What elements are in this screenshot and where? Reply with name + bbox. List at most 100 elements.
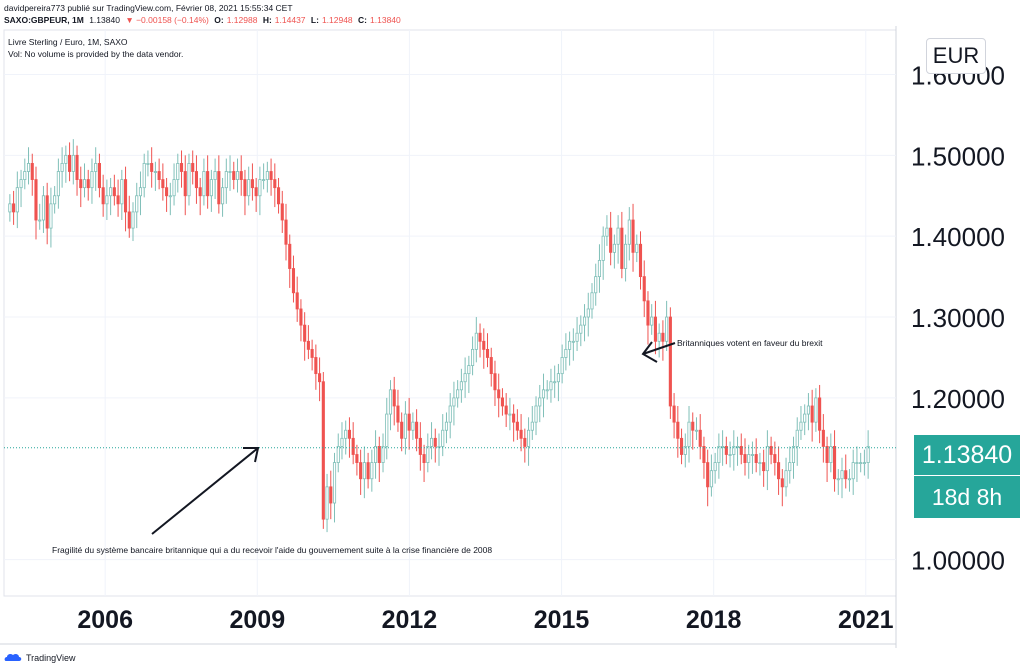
candle-body [101, 187, 105, 205]
candle-body [64, 154, 68, 164]
candle-body [150, 163, 154, 172]
candle-body [306, 340, 310, 350]
chart-header: davidpereira773 publié sur TradingView.c… [4, 2, 404, 26]
candle-body [739, 446, 743, 455]
candle-body [429, 437, 434, 447]
candle-body [497, 389, 501, 399]
candle-body [493, 373, 497, 391]
candle-body [810, 405, 814, 423]
candle-body [362, 462, 366, 480]
candle-body [403, 413, 407, 439]
candle-body [422, 454, 426, 463]
candle-body [840, 470, 844, 480]
candle-body [86, 179, 90, 189]
candle-body [702, 446, 706, 463]
candle-body [777, 462, 781, 480]
candle-body [23, 171, 27, 180]
candle-body [672, 405, 676, 423]
candle-body [791, 446, 796, 463]
candle-body [258, 179, 262, 197]
candle-body [847, 478, 852, 481]
candle-body [780, 478, 784, 488]
candle-body [426, 446, 430, 463]
candle-body [221, 187, 225, 205]
candle-body [806, 405, 810, 415]
candle-body [295, 292, 299, 310]
footer-brand: TradingView [26, 653, 76, 663]
candle-body [19, 179, 23, 189]
candle-body [213, 171, 217, 180]
candle-body [515, 421, 519, 431]
candle-body [571, 340, 575, 343]
y-tick-label: 1.50000 [911, 141, 1005, 171]
currency-button[interactable]: EUR [926, 38, 986, 74]
candle-body [549, 381, 553, 391]
ohlc-line: SAXO:GBPEUR, 1M 1.13840 ▼ −0.00158 (−0.1… [4, 14, 404, 26]
candle-body [179, 163, 184, 172]
candle-body [172, 179, 176, 197]
candle-body [862, 462, 866, 464]
candle-body [347, 429, 351, 439]
candle-body [209, 179, 213, 197]
candle-body [735, 446, 740, 448]
candle-body [657, 332, 661, 342]
candle-body [728, 454, 732, 456]
annotation-arrow-crisis [151, 447, 259, 535]
candle-body [773, 454, 777, 463]
candle-body [471, 348, 475, 366]
candle-body [321, 381, 325, 520]
candle-body [138, 187, 143, 197]
candle-body [676, 421, 680, 439]
candle-body [482, 340, 486, 350]
legend-title: Livre Sterling / Euro, 1M, SAXO [8, 37, 128, 47]
annotation-arrow-brexit [642, 342, 676, 355]
candle-body [418, 437, 422, 455]
candle-body [291, 268, 296, 294]
candle-body [750, 454, 755, 456]
candle-body [191, 163, 195, 172]
candle-body [713, 462, 717, 472]
candle-body [467, 365, 471, 375]
candle-body [262, 179, 266, 181]
annotation-arrowhead-brexit [641, 341, 658, 363]
candle-body [855, 462, 859, 464]
candle-body [228, 171, 232, 173]
candle-body [38, 219, 42, 222]
candle-body [512, 413, 516, 423]
candle-body [612, 243, 616, 253]
candle-body [743, 454, 747, 463]
low-label: L: [310, 15, 319, 25]
candle-body [400, 421, 404, 439]
candle-body [135, 195, 139, 213]
candle-body [832, 446, 837, 480]
candle-body [276, 187, 281, 205]
candle-body [165, 187, 169, 197]
candle-body [788, 462, 792, 472]
candle-body [441, 429, 445, 447]
candle-body [26, 163, 31, 172]
candle-body [254, 187, 258, 197]
candle-body [478, 332, 482, 342]
candle-body [590, 292, 594, 310]
candle-body [71, 154, 75, 172]
footer: TradingView [4, 652, 76, 664]
candle-body [381, 446, 385, 463]
candle-body [586, 308, 590, 318]
candle-body [706, 462, 710, 488]
candle-body [53, 195, 57, 205]
candle-body [146, 163, 150, 165]
candle-body [310, 348, 314, 358]
candle-body [161, 179, 165, 189]
candle-body [456, 389, 460, 399]
candle-body [90, 171, 94, 189]
price-chart[interactable]: 1.600001.500001.400001.300001.200001.000… [0, 26, 1024, 648]
candle-body [560, 357, 564, 375]
candle-body [624, 243, 628, 269]
candle-body [527, 429, 531, 447]
candle-body [41, 195, 46, 221]
candle-body [355, 454, 359, 463]
y-tick-label: 1.30000 [911, 303, 1005, 333]
candle-body [336, 446, 340, 463]
x-tick-label: 2012 [382, 606, 438, 634]
candle-body [463, 373, 467, 383]
